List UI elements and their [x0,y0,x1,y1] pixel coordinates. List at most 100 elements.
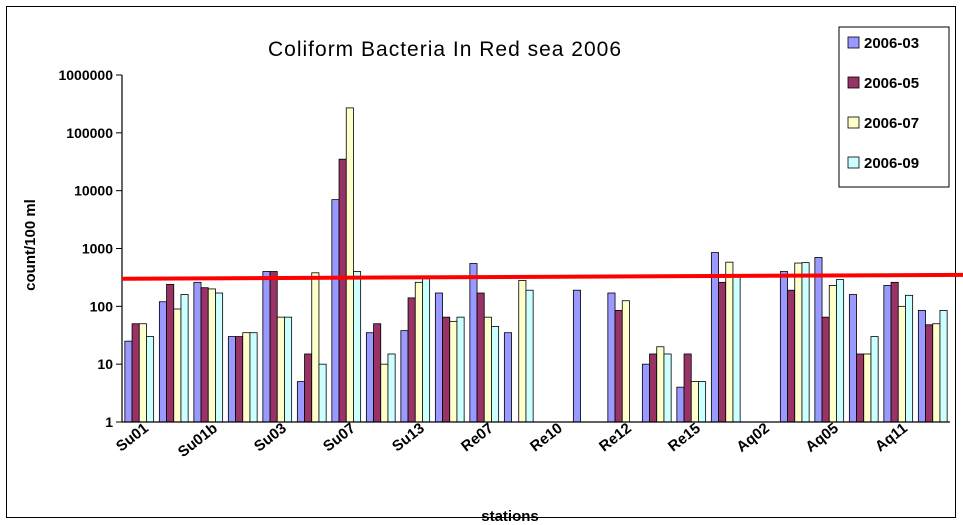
reference-line [121,272,963,281]
bar-2006-09-0 [146,336,155,423]
bar-2006-05-16 [683,353,692,423]
bar-2006-07-21 [863,353,872,423]
bar-2006-05-10 [476,292,485,423]
bar-2006-09-7 [387,353,396,423]
bar-2006-07-22 [897,305,906,423]
y-tick-label: 1 [105,414,113,430]
chart-frame [6,6,956,518]
bar-2006-07-11 [518,280,527,423]
x-tick-label: Aq11 [872,420,911,455]
bar-2006-07-9 [449,320,458,423]
bar-2006-03-14 [607,292,616,423]
bar-2006-07-23 [932,323,941,423]
bar-2006-09-9 [456,316,465,423]
legend-swatch-2006-05 [847,76,860,89]
bar-2006-03-13 [572,289,581,423]
legend-label-2006-03: 2006-03 [864,35,919,52]
bar-2006-09-22 [905,294,914,423]
x-tick-label: Re15 [665,420,704,455]
y-tick-label: 10 [97,356,113,372]
bar-2006-07-1 [173,308,182,423]
bar-2006-03-21 [848,294,857,423]
bar-2006-03-22 [883,285,892,423]
bar-2006-09-19 [801,262,810,423]
legend-swatch-2006-03 [847,36,860,49]
bar-2006-03-3 [227,336,236,423]
axes [121,75,950,423]
y-tick-label: 1000000 [58,67,113,83]
x-tick-label: Re10 [527,420,566,455]
bar-2006-07-19 [794,262,803,423]
bar-2006-05-15 [649,353,658,423]
bar-2006-07-5 [311,272,320,423]
bar-2006-03-10 [469,263,478,423]
bar-2006-07-3 [242,332,251,423]
y-axis-ticks: 1 10 100 1000 10000 100000 1000000 [58,67,122,430]
reference-line-group [121,272,963,281]
x-tick-label: Aq02 [733,420,772,456]
bar-2006-09-21 [870,336,879,423]
bar-2006-07-4 [276,316,285,423]
bar-2006-05-7 [373,323,382,423]
bar-2006-03-5 [296,381,305,423]
bar-2006-09-15 [663,353,672,423]
bar-2006-05-5 [304,353,313,423]
y-tick-label: 10000 [74,183,113,199]
bar-2006-05-4 [269,271,278,423]
bar-2006-03-8 [400,330,409,423]
x-tick-label: Re07 [458,420,497,455]
bar-2006-09-23 [939,310,948,423]
legend-label-2006-09: 2006-09 [864,155,919,172]
bar-2006-09-17 [732,274,741,423]
bar-2006-05-1 [166,283,175,423]
chart-title: Coliform Bacteria In Red sea 2006 [268,38,622,61]
bar-2006-09-6 [353,271,362,423]
bar-2006-09-16 [698,381,707,423]
bar-2006-05-19 [787,289,796,423]
bar-2006-07-10 [483,316,492,423]
bar-2006-03-9 [434,292,443,423]
bar-2006-09-8 [422,278,431,423]
bar-2006-03-0 [124,340,133,423]
y-tick-label: 100 [90,298,114,314]
x-tick-label: Su01 [113,420,152,455]
bar-2006-05-23 [925,324,934,423]
bar-2006-07-20 [828,285,837,423]
bar-2006-05-6 [338,158,347,423]
bar-2006-03-23 [917,310,926,423]
x-tick-label: Su01b [175,420,221,461]
bar-2006-09-2 [215,292,224,423]
x-tick-label: Su13 [389,420,428,455]
x-tick-label: Su07 [320,420,359,455]
bar-2006-09-20 [836,279,845,423]
bar-2006-03-1 [158,301,167,423]
bar-2006-03-20 [814,257,823,423]
bar-2006-03-15 [641,363,650,423]
bar-2006-05-0 [131,323,140,423]
bars-group [124,107,948,423]
bar-2006-03-11 [503,332,512,423]
y-axis-title: count/100 ml [22,199,39,291]
bar-2006-09-1 [180,294,189,423]
bar-2006-07-8 [414,281,423,423]
bar-2006-09-10 [491,325,500,423]
bar-2006-03-16 [676,386,685,423]
y-tick-label: 1000 [82,241,113,257]
bar-2006-07-6 [345,107,354,423]
legend-swatch-2006-09 [847,156,860,169]
bar-2006-05-2 [200,287,209,423]
bar-2006-09-3 [249,332,258,423]
y-tick-label: 100000 [66,125,113,141]
x-tick-label: Re12 [596,420,635,455]
bar-2006-03-19 [779,271,788,423]
bar-2006-05-8 [407,297,416,423]
legend-label-2006-07: 2006-07 [864,115,919,132]
bar-2006-05-22 [890,281,899,423]
bar-2006-07-7 [380,363,389,423]
bar-2006-07-14 [621,300,630,423]
bar-2006-09-5 [318,363,327,423]
bar-2006-07-15 [656,346,665,423]
bar-2006-07-17 [725,261,734,423]
legend: 2006-03 2006-05 2006-07 2006-09 [838,26,950,188]
